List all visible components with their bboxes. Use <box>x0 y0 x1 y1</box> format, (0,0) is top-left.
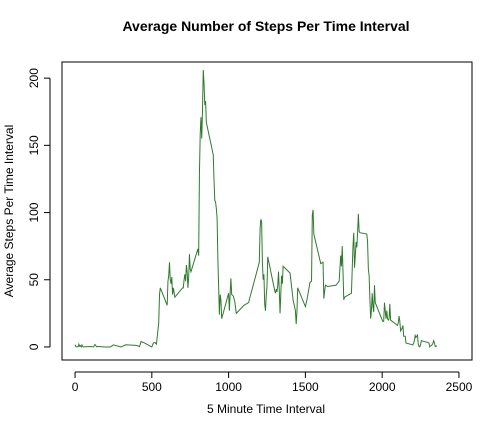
x-tick-label: 1000 <box>215 380 242 394</box>
y-tick-label: 100 <box>27 202 41 222</box>
y-tick-label: 150 <box>27 135 41 155</box>
y-axis-label: Average Steps Per Time Interval <box>2 125 16 298</box>
x-tick-label: 2500 <box>446 380 473 394</box>
plot-box <box>61 61 473 361</box>
y-tick-label: 50 <box>27 273 41 287</box>
x-tick-label: 1500 <box>292 380 319 394</box>
chart-title: Average Number of Steps Per Time Interva… <box>122 18 409 34</box>
x-axis-label: 5 Minute Time Interval <box>207 402 325 416</box>
x-tick-label: 0 <box>72 380 79 394</box>
y-tick-label: 0 <box>27 343 41 350</box>
data-line <box>74 70 438 349</box>
x-tick-label: 500 <box>142 380 162 394</box>
x-tick-label: 2000 <box>369 380 396 394</box>
y-tick-label: 200 <box>27 68 41 88</box>
